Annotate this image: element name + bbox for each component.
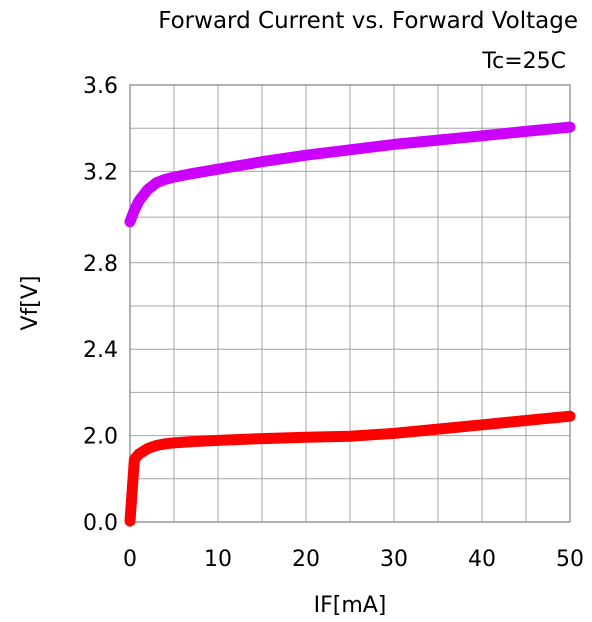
x-tick-labels: 0 10 20 30 40 50 (123, 547, 584, 572)
x-axis-label: IF[mA] (314, 593, 387, 618)
series-line-2 (124, 410, 576, 527)
x-tick-label: 30 (380, 547, 408, 572)
chart-title: Forward Current vs. Forward Voltage (158, 8, 578, 34)
x-tick-label: 20 (292, 547, 320, 572)
chart-subtitle: Tc=25C (481, 49, 566, 74)
y-tick-labels: 0.0 2.0 2.4 2.8 3.2 3.6 (83, 74, 118, 536)
y-tick-label: 2.4 (83, 338, 118, 363)
y-tick-label: 2.0 (83, 425, 118, 450)
y-tick-label: 3.6 (83, 74, 118, 99)
y-tick-label: 3.2 (83, 160, 118, 185)
x-tick-label: 40 (468, 547, 496, 572)
y-tick-label: 2.8 (83, 252, 118, 277)
x-tick-label: 50 (556, 547, 584, 572)
x-tick-label: 10 (204, 547, 232, 572)
series-line-1 (124, 121, 576, 228)
y-axis-label: Vf[V] (18, 275, 43, 330)
y-tick-label: 0.0 (83, 511, 118, 536)
series-layer (124, 121, 576, 527)
plot-frame (129, 84, 571, 523)
x-tick-label: 0 (123, 547, 137, 572)
